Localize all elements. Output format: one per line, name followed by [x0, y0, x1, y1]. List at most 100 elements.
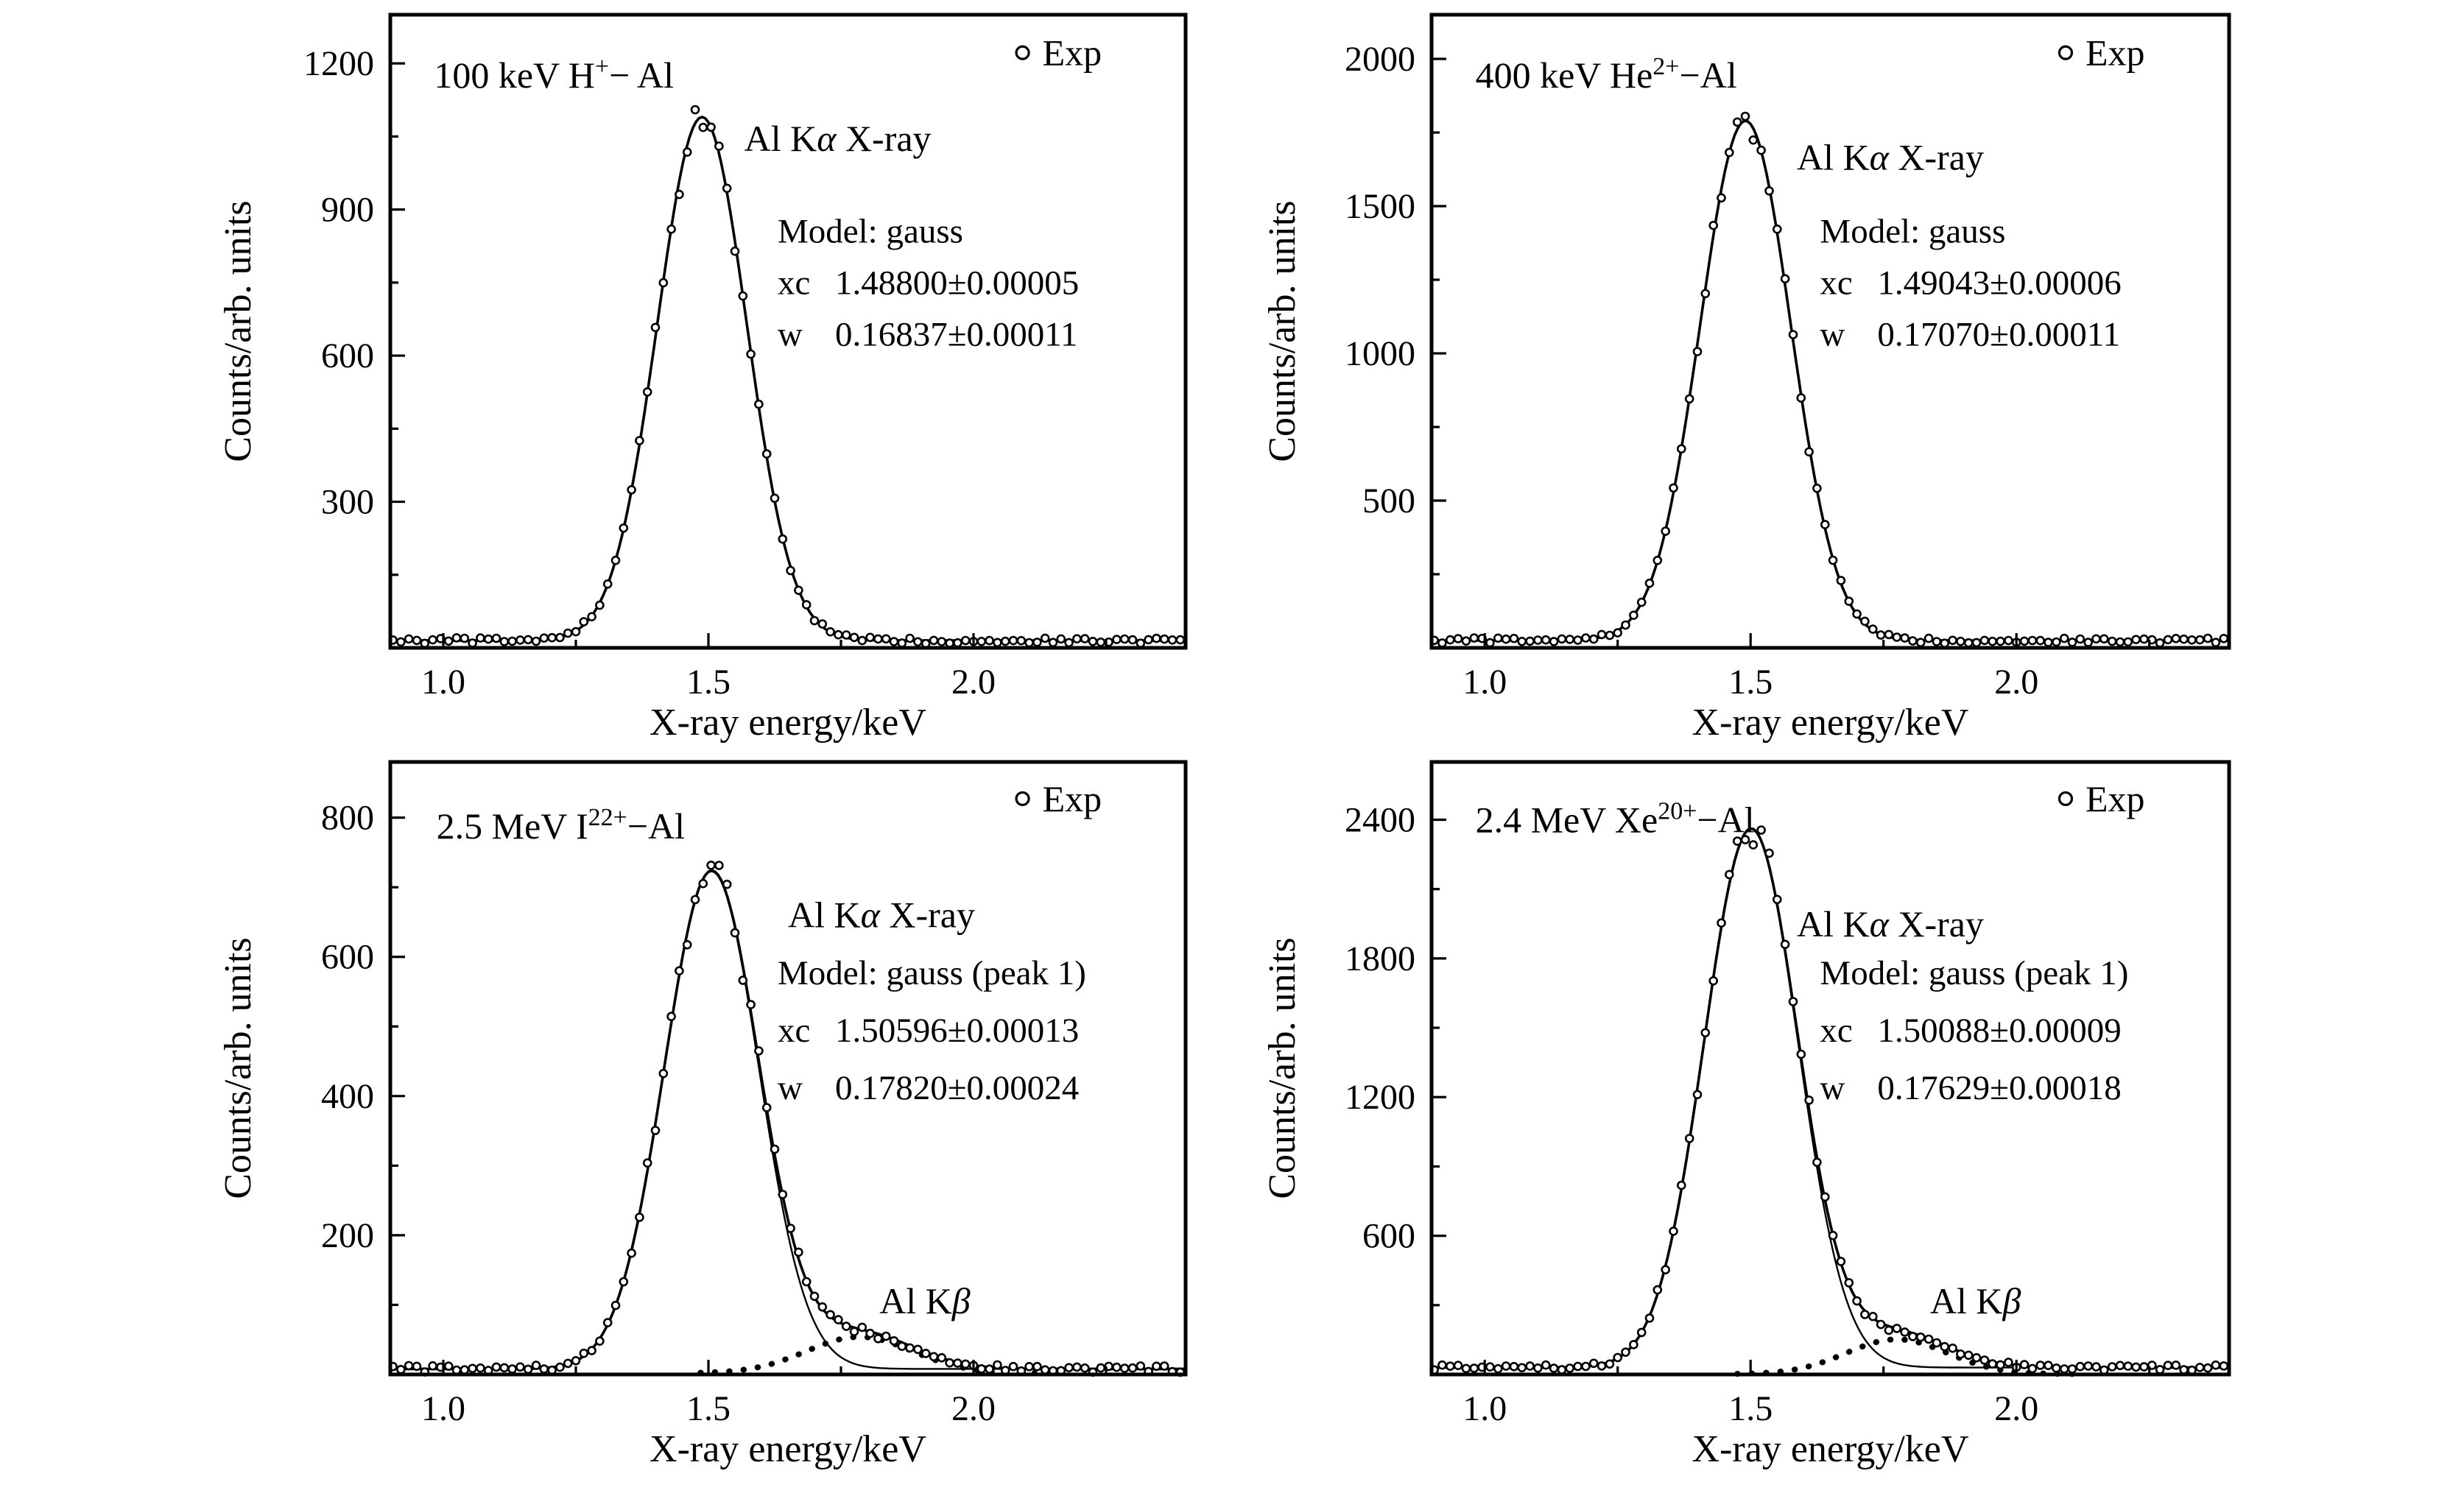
model-param-label: xc [1820, 264, 1852, 303]
exp-point [714, 861, 724, 870]
exp-point [746, 1000, 756, 1009]
exp-point [1836, 1257, 1846, 1266]
exp-point [1493, 1363, 1503, 1374]
exp-scatter-series [1429, 825, 2229, 1375]
exp-point [1581, 633, 1591, 643]
exp-point [2195, 1363, 2205, 1372]
exp-point [897, 638, 907, 648]
y-tick-label: 1200 [303, 44, 374, 83]
exp-point [468, 638, 477, 648]
exp-point [1509, 633, 1519, 643]
axis-ticks [1432, 57, 2151, 648]
exp-point [1717, 918, 1726, 928]
x-tick-label: 1.0 [421, 1389, 465, 1428]
exp-point [2067, 638, 2077, 647]
exp-point [507, 636, 517, 646]
exp-point [2019, 636, 2030, 646]
exp-point [571, 1356, 581, 1366]
exp-point [1836, 576, 1846, 585]
gauss-peak1-curve [390, 870, 1186, 1370]
exp-point [650, 1126, 661, 1135]
exp-point [420, 638, 430, 649]
kbeta-annotation: Al Kβ [1930, 1280, 2021, 1321]
model-param-label: w [1820, 316, 1845, 354]
exp-point [706, 122, 716, 133]
exp-point [1773, 224, 1782, 234]
exp-point [1652, 555, 1663, 565]
exp-point [889, 637, 899, 646]
model-header: Model: gauss [1820, 213, 2005, 251]
exp-point [993, 638, 1002, 648]
panel-title: 100 keV H+− Al [434, 53, 674, 96]
exp-point [1956, 636, 1965, 646]
exp-point [1072, 1362, 1082, 1372]
legend-open-circle-marker-icon [2058, 45, 2074, 60]
kbeta-dotted-curve [1734, 1336, 2075, 1377]
exp-point [1996, 636, 2005, 646]
exp-point [443, 636, 454, 646]
exp-point [2123, 1361, 2133, 1371]
exp-point [809, 615, 820, 626]
exp-point [2099, 634, 2109, 644]
exp-point [1900, 633, 1909, 643]
y-axis-title: Counts/arb. units [1261, 200, 1303, 462]
exp-point [1024, 1362, 1034, 1372]
exp-point [412, 1361, 422, 1372]
exp-point [1876, 630, 1886, 640]
exp-point [873, 634, 883, 644]
exp-point [786, 565, 795, 576]
exp-point [2052, 637, 2061, 647]
exp-point [1557, 634, 1567, 644]
exp-point [1956, 1349, 1965, 1359]
exp-point [2195, 635, 2205, 645]
exp-point [1812, 1157, 1822, 1168]
exp-point [602, 1318, 613, 1327]
exp-point [2035, 1360, 2045, 1370]
exp-point [913, 637, 923, 647]
exp-point [1692, 347, 1703, 356]
exp-point [1605, 630, 1615, 640]
exp-point [1636, 597, 1647, 607]
exp-point [1764, 186, 1774, 196]
exp-point [523, 1364, 533, 1374]
exp-point [770, 1144, 780, 1154]
exp-point [658, 1068, 669, 1079]
exp-point [1000, 636, 1010, 646]
gauss-fit-curve [390, 115, 1186, 642]
exp-point [738, 975, 748, 985]
exp-point [1884, 1325, 1894, 1335]
exp-point [1629, 610, 1638, 621]
legend: Exp [1015, 778, 1102, 819]
x-tick-label: 1.5 [1728, 1389, 1773, 1428]
axis-ticks [390, 816, 1108, 1374]
exp-point [1573, 635, 1583, 645]
exp-point [1948, 635, 1957, 646]
exp-point [675, 189, 684, 200]
exp-point [1533, 635, 1543, 645]
exp-point [1096, 637, 1106, 647]
axis-ticks [1432, 818, 2151, 1374]
exp-point [2004, 635, 2013, 646]
exp-point [1064, 1363, 1074, 1373]
panel-p4: 1.0 1.5 2.0 600 1200 1800 2400 X-ray energy/keV… [1261, 760, 2231, 1470]
exp-point [1581, 1361, 1591, 1372]
exp-point [2059, 633, 2069, 643]
exp-point [1493, 633, 1503, 643]
exp-point [690, 105, 700, 115]
exp-point [706, 861, 716, 870]
total-fit-curve [390, 869, 1186, 1371]
peak-annotation: Al Kα X-ray [1797, 137, 1984, 178]
exp-point [1597, 1361, 1607, 1371]
exp-point [873, 1334, 883, 1344]
panel-p1: 1.0 1.5 2.0 300 600 900 1200 X-ray energy/keV Co… [217, 13, 1188, 744]
exp-point [1501, 634, 1511, 644]
exp-point [857, 635, 867, 646]
exp-point [841, 630, 851, 640]
x-tick-label: 1.5 [1728, 663, 1773, 702]
peak-annotation: Al Kα X-ray [1797, 903, 1984, 945]
y-tick-label: 600 [321, 336, 374, 375]
exp-point [801, 600, 812, 610]
kbeta-annotation: Al Kβ [879, 1280, 971, 1321]
exp-point [1112, 635, 1122, 644]
y-tick-label: 1800 [1345, 939, 1415, 978]
